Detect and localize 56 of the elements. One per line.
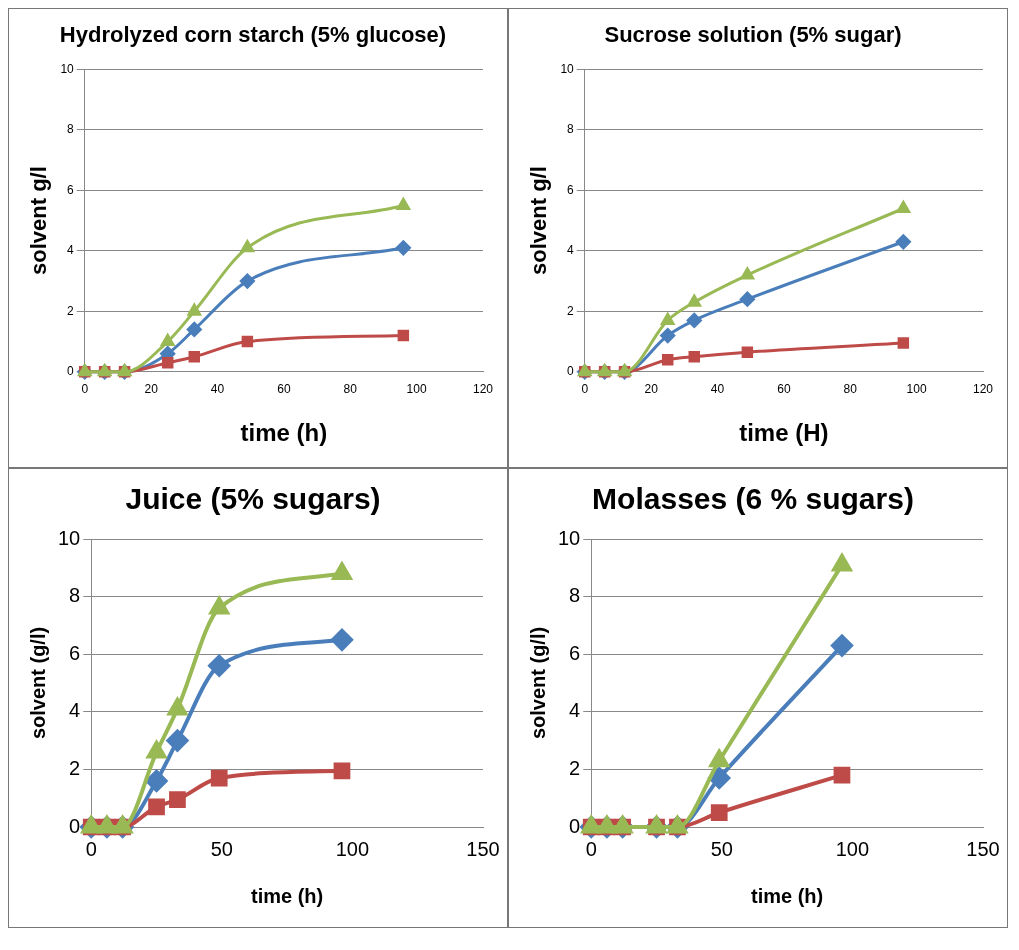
x-tick-label: 0: [85, 837, 97, 860]
y-tick-label: 2: [69, 756, 81, 779]
x-tick-label: 40: [710, 382, 725, 397]
y-tick-label: 8: [67, 122, 75, 137]
x-tick-label: 20: [144, 382, 159, 397]
y-tick-label: 6: [569, 641, 581, 664]
y-tick-label: 0: [69, 814, 81, 837]
y-axis-title: solvent (g/l): [26, 626, 49, 740]
y-tick-label: 2: [567, 303, 575, 318]
chart-title: Molasses (6 % sugars): [592, 482, 914, 516]
x-tick-label: 150: [466, 837, 500, 860]
y-axis-title: solvent (g/l): [526, 626, 549, 740]
y-tick-label: 10: [60, 61, 75, 76]
x-axis-title: time (h): [251, 884, 324, 907]
y-axis-title: solvent g/l: [26, 166, 52, 275]
chart-title: Juice (5% sugars): [125, 482, 381, 516]
y-tick-label: 2: [569, 756, 581, 779]
y-tick-label: 4: [69, 699, 81, 722]
y-tick-label: 6: [69, 641, 81, 664]
x-tick-label: 80: [843, 382, 858, 397]
y-axis-title: solvent g/l: [526, 166, 552, 275]
x-axis-title: time (H): [739, 419, 829, 447]
y-tick-label: 4: [67, 243, 75, 258]
y-tick-label: 4: [567, 243, 575, 258]
x-tick-label: 120: [972, 382, 994, 397]
y-tick-label: 4: [569, 699, 581, 722]
x-tick-label: 120: [472, 382, 494, 397]
x-tick-label: 20: [644, 382, 659, 397]
x-tick-label: 100: [335, 837, 370, 860]
x-axis-title: time (h): [751, 884, 824, 907]
y-tick-label: 8: [569, 584, 581, 607]
chart-title: Hydrolyzed corn starch (5% glucose): [59, 22, 447, 48]
y-tick-label: 2: [67, 303, 75, 318]
x-axis-title: time (h): [240, 419, 328, 447]
y-tick-label: 6: [567, 182, 575, 197]
y-tick-label: 0: [567, 364, 575, 379]
y-tick-label: 0: [67, 364, 75, 379]
y-tick-label: 6: [67, 182, 75, 197]
chart-title: Sucrose solution (5% sugar): [604, 22, 902, 48]
x-tick-label: 60: [777, 382, 791, 397]
x-tick-label: 40: [210, 382, 225, 397]
x-tick-label: 100: [835, 837, 870, 860]
x-tick-label: 60: [277, 382, 291, 397]
y-tick-label: 10: [58, 526, 81, 549]
x-tick-label: 0: [585, 837, 597, 860]
y-tick-label: 10: [558, 526, 581, 549]
x-tick-label: 80: [343, 382, 358, 397]
x-tick-label: 100: [906, 382, 927, 397]
x-tick-label: 50: [710, 837, 733, 860]
y-tick-label: 8: [567, 122, 575, 137]
y-tick-label: 8: [69, 584, 81, 607]
x-tick-label: 50: [210, 837, 233, 860]
y-tick-label: 0: [569, 814, 581, 837]
y-tick-label: 10: [560, 61, 575, 76]
x-tick-label: 100: [406, 382, 427, 397]
x-tick-label: 150: [966, 837, 1000, 860]
